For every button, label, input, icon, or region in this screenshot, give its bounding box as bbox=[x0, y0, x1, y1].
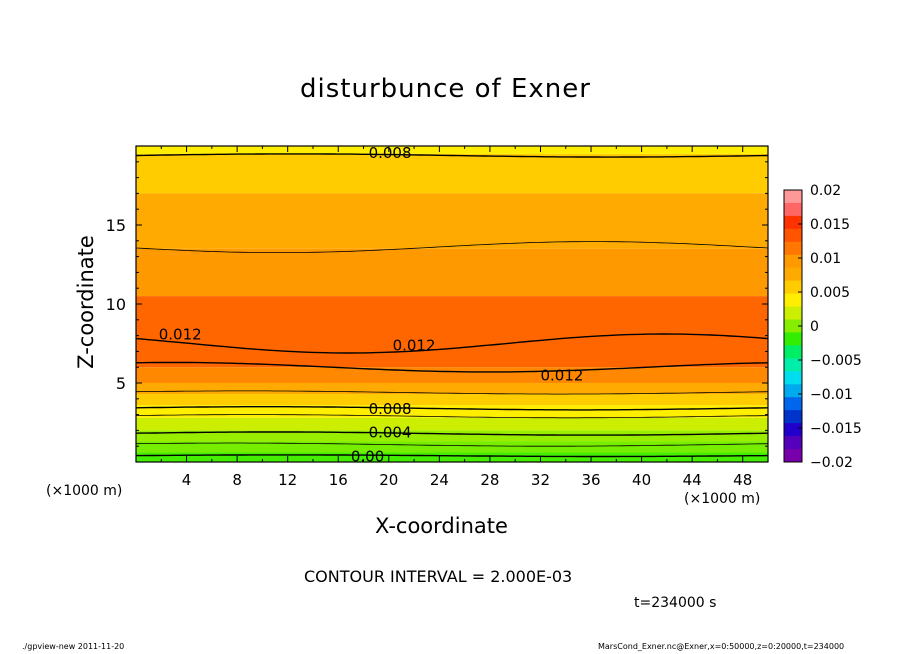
x-tick-label-8: 36 bbox=[581, 471, 600, 489]
time-stamp: t=234000 s bbox=[634, 595, 717, 611]
y-tick-label-0: 5 bbox=[116, 374, 126, 393]
colorbar-swatch-19 bbox=[784, 436, 802, 450]
x-tick-label-2: 12 bbox=[278, 471, 297, 489]
colorbar-swatch-8 bbox=[784, 293, 802, 308]
contour-band-3 bbox=[136, 417, 768, 431]
colorbar-label-4: 0 bbox=[810, 319, 819, 335]
x-tick-label-1: 8 bbox=[232, 471, 242, 489]
colorbar-swatch-16 bbox=[784, 397, 802, 411]
contour-band-5 bbox=[136, 394, 768, 406]
x-tick-label-4: 20 bbox=[379, 471, 398, 489]
chart-title: disturbunce of Exner bbox=[300, 74, 591, 104]
contour-label-2: 0.012 bbox=[393, 337, 436, 355]
contour-line-6 bbox=[135, 414, 769, 419]
x-axis-label: X-coordinate bbox=[375, 514, 508, 538]
colorbar-swatch-10 bbox=[784, 319, 802, 333]
contour-line-4 bbox=[135, 390, 769, 395]
colorbar-label-0: 0.02 bbox=[810, 183, 841, 199]
x-tick-label-10: 44 bbox=[683, 471, 702, 489]
contour-line-8 bbox=[135, 442, 769, 447]
plot-fill bbox=[136, 146, 768, 462]
contour-label-4: 0.008 bbox=[369, 400, 412, 418]
contour-band-2 bbox=[136, 430, 768, 442]
y-axis-label: Z-coordinate bbox=[74, 235, 98, 369]
contour-band-12 bbox=[136, 146, 768, 154]
colorbar-swatch-4 bbox=[784, 241, 802, 256]
contour-label-1: 0.012 bbox=[159, 326, 202, 344]
colorbar: 0.02 0.015 0.01 0.005 0 −0.005 −0.01 −0.015 −0.0… bbox=[783, 183, 862, 471]
contour-band-11 bbox=[136, 153, 768, 194]
x-ticks: 4 8 12 16 20 24 28 32 36 40 44 48 bbox=[160, 146, 769, 489]
colorbar-swatch-12 bbox=[784, 345, 802, 359]
contour-band-7 bbox=[136, 367, 768, 383]
colorbar-swatch-9 bbox=[784, 306, 802, 321]
contour-band-9 bbox=[136, 248, 768, 297]
colorbar-swatch-13 bbox=[784, 358, 802, 372]
x-tick-label-5: 24 bbox=[430, 471, 449, 489]
colorbar-swatch-20 bbox=[784, 449, 802, 463]
contour-band-6 bbox=[136, 383, 768, 395]
x-tick-label-7: 32 bbox=[531, 471, 550, 489]
x-unit-left: (×1000 m) bbox=[46, 483, 123, 499]
contour-lines bbox=[135, 153, 769, 458]
contour-band-0 bbox=[136, 452, 768, 462]
colorbar-label-2: 0.01 bbox=[810, 251, 841, 267]
contour-label-5: 0.004 bbox=[369, 424, 412, 442]
contour-line-3 bbox=[135, 361, 769, 373]
colorbar-swatch-3 bbox=[784, 228, 802, 243]
colorbar-label-3: 0.005 bbox=[810, 285, 850, 301]
colorbar-swatch-15 bbox=[784, 384, 802, 398]
colorbar-swatch-0 bbox=[784, 190, 802, 204]
colorbar-swatch-17 bbox=[784, 410, 802, 424]
contour-line-9 bbox=[136, 454, 769, 458]
colorbar-label-8: −0.02 bbox=[810, 455, 853, 471]
colorbar-swatch-5 bbox=[784, 254, 802, 269]
footer-right: MarsCond_Exner.nc@Exner,x=0:50000,z=0:20… bbox=[598, 642, 845, 651]
colorbar-swatch-14 bbox=[784, 371, 802, 385]
contour-line-2 bbox=[135, 333, 769, 354]
x-tick-label-3: 16 bbox=[329, 471, 348, 489]
contour-band-1 bbox=[136, 441, 768, 453]
colorbar-swatch-2 bbox=[784, 215, 802, 230]
colorbar-label-6: −0.01 bbox=[810, 387, 853, 403]
colorbar-swatch-18 bbox=[784, 423, 802, 437]
colorbar-label-7: −0.015 bbox=[810, 421, 862, 437]
contour-label-3: 0.012 bbox=[540, 367, 583, 385]
x-unit-right: (×1000 m) bbox=[684, 491, 761, 507]
footer-left: ./gpview-new 2011-11-20 bbox=[22, 642, 125, 651]
contour-line-1 bbox=[135, 241, 769, 253]
contour-interval: CONTOUR INTERVAL = 2.000E-03 bbox=[304, 567, 573, 586]
colorbar-swatch-1 bbox=[784, 202, 802, 217]
colorbar-swatch-7 bbox=[784, 280, 802, 295]
colorbar-label-1: 0.015 bbox=[810, 217, 850, 233]
x-tick-label-9: 40 bbox=[632, 471, 651, 489]
contour-line-5 bbox=[135, 406, 769, 411]
x-tick-label-11: 48 bbox=[733, 471, 752, 489]
y-tick-label-2: 15 bbox=[106, 216, 126, 235]
x-tick-label-6: 28 bbox=[480, 471, 499, 489]
contour-labels: 0.008 0.012 0.012 0.012 0.008 0.004 0.00 bbox=[159, 144, 584, 465]
contour-line-7 bbox=[135, 431, 769, 436]
y-tick-label-1: 10 bbox=[106, 295, 126, 314]
y-ticks: 5 10 15 bbox=[106, 161, 768, 447]
colorbar-label-5: −0.005 bbox=[810, 353, 862, 369]
contour-band-8 bbox=[136, 296, 768, 368]
contour-label-0: 0.008 bbox=[369, 144, 412, 162]
colorbar-swatch-6 bbox=[784, 267, 802, 282]
contour-band-10 bbox=[136, 193, 768, 249]
contour-line-0 bbox=[135, 153, 769, 158]
contour-label-6: 0.00 bbox=[351, 447, 384, 465]
x-tick-label-0: 4 bbox=[182, 471, 192, 489]
colorbar-swatch-11 bbox=[784, 332, 802, 346]
